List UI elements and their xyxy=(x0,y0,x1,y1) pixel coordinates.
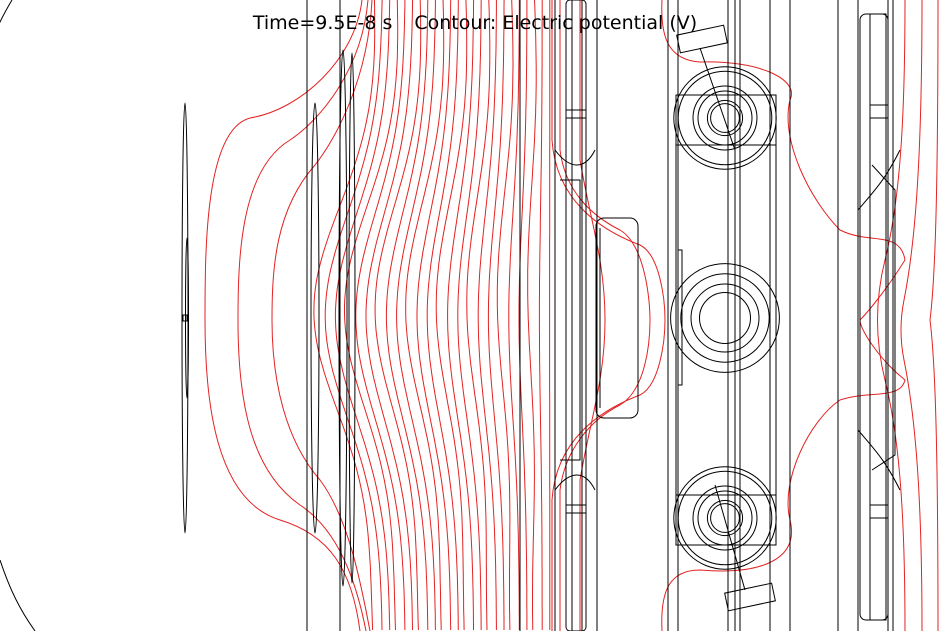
device-geometry xyxy=(0,0,901,631)
contour-line xyxy=(559,0,651,631)
axis-marker xyxy=(182,314,188,322)
electrode-plate xyxy=(571,0,583,631)
contour-line xyxy=(416,0,452,631)
ring-outline xyxy=(706,99,744,137)
feedthrough xyxy=(676,24,728,54)
contour-line xyxy=(508,0,520,630)
contour-line xyxy=(237,0,369,631)
contour-line xyxy=(271,0,373,631)
contour-line xyxy=(385,0,429,631)
potential-contours xyxy=(204,0,939,631)
contour-line xyxy=(405,0,445,631)
contour-line xyxy=(313,0,376,631)
contour-line xyxy=(538,0,543,630)
contour-line xyxy=(324,0,383,631)
electrode-plate xyxy=(565,0,587,631)
thin-disk-outline xyxy=(185,237,189,399)
electrode-plate xyxy=(869,13,887,621)
contour-line xyxy=(435,0,468,631)
electrode-outline xyxy=(310,102,320,534)
contour-line xyxy=(447,0,475,630)
contour-line xyxy=(457,0,482,631)
contour-line xyxy=(579,0,606,631)
contour-line xyxy=(477,0,497,630)
contour-line xyxy=(551,0,666,631)
contour-line xyxy=(204,0,363,631)
plate-groove xyxy=(857,149,901,491)
ring-outline xyxy=(706,499,744,537)
contour-line xyxy=(466,0,491,631)
plate-inner xyxy=(560,179,581,461)
contour-line xyxy=(355,0,406,631)
ring-outline xyxy=(710,103,740,133)
ring-outline xyxy=(699,292,751,344)
boundary-arc xyxy=(0,0,36,631)
contour-line xyxy=(365,0,414,631)
feedthrough-lead xyxy=(699,47,746,591)
contour-line xyxy=(426,0,459,631)
ring-outline xyxy=(692,85,758,151)
ring-outline xyxy=(677,70,773,166)
ring-outline xyxy=(677,470,773,566)
contour-line xyxy=(877,0,906,631)
contour-line xyxy=(518,0,528,630)
contour-line xyxy=(496,0,514,631)
electrode-outline xyxy=(338,49,348,587)
ring-housing xyxy=(675,494,777,546)
plate-groove xyxy=(554,149,596,491)
ring-housing-side xyxy=(675,95,777,545)
ring-outline xyxy=(680,273,770,363)
contour-line xyxy=(900,0,923,631)
contour-line xyxy=(396,0,436,631)
contour-line xyxy=(344,0,399,631)
ring-outline xyxy=(673,66,777,170)
contour-line xyxy=(929,0,939,631)
contour-line xyxy=(334,0,391,631)
side-tab xyxy=(677,249,683,386)
contour-line xyxy=(487,0,505,630)
electrode-outline xyxy=(348,52,356,584)
contour-line xyxy=(374,0,422,631)
center-spacer xyxy=(595,217,639,419)
contour-line xyxy=(527,0,537,631)
ring-outline xyxy=(670,263,780,373)
ring-housing xyxy=(675,94,777,146)
ring-outline xyxy=(692,485,758,551)
ring-outline xyxy=(697,90,753,146)
feedthrough xyxy=(724,582,776,612)
ring-outline xyxy=(697,490,753,546)
ring-outline xyxy=(690,283,760,353)
ring-outline xyxy=(710,503,740,533)
plate-inner xyxy=(871,164,896,471)
ring-outline xyxy=(673,466,777,570)
